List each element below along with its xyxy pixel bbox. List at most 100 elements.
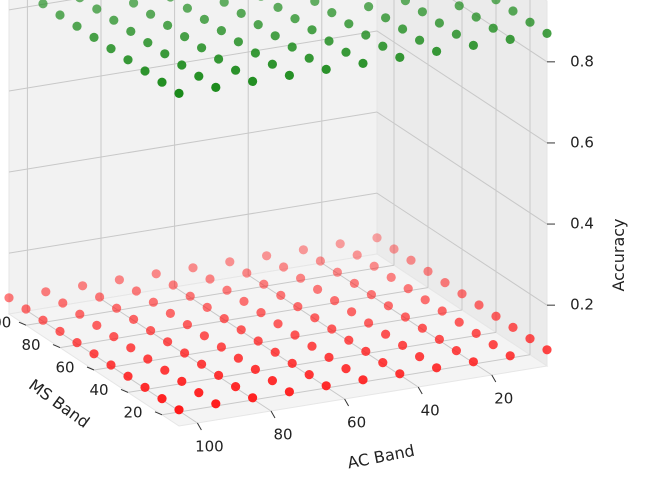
y-tick (154, 411, 163, 416)
red-series-point (403, 284, 413, 294)
z-tick-label: 0.2 (570, 296, 594, 314)
red-series-point (197, 359, 207, 369)
green-series-point (129, 0, 139, 8)
y-axis-label: MS Band (25, 375, 93, 432)
red-series-point (58, 298, 68, 308)
red-series-point (383, 301, 393, 311)
red-series-point (406, 255, 416, 265)
green-series-point (180, 31, 190, 42)
red-series-point (140, 382, 150, 392)
green-series-point (417, 7, 427, 17)
green-series-point (454, 1, 464, 11)
z-grid-side (376, 111, 548, 225)
red-series-point (21, 304, 31, 314)
red-series-point (395, 369, 405, 379)
red-series-point (180, 348, 190, 358)
red-series-point (41, 287, 51, 297)
red-series-point (131, 286, 141, 296)
red-series-point (174, 405, 184, 415)
red-series-point (474, 300, 484, 310)
green-series-point (364, 2, 374, 12)
red-series-point (468, 357, 478, 367)
red-series-point (182, 320, 192, 330)
red-series-point (369, 261, 379, 271)
red-series-point (313, 284, 323, 294)
red-series-point (293, 302, 303, 312)
axes-panes (7, 0, 549, 427)
red-series-point (488, 340, 498, 350)
green-series-point (310, 0, 320, 6)
red-series-point (248, 393, 258, 403)
red-series-point (148, 297, 158, 307)
red-series-point (256, 308, 266, 318)
green-series-point (398, 24, 408, 34)
green-series-point (344, 19, 354, 29)
green-series-point (197, 43, 207, 53)
y-tick (120, 388, 129, 393)
red-series-point (146, 326, 156, 336)
y-tick-label: 60 (55, 359, 74, 377)
green-series-point (287, 42, 297, 52)
green-series-point (321, 64, 331, 74)
red-series-point (284, 387, 294, 397)
red-series-point (327, 324, 337, 334)
red-series-point (352, 250, 362, 260)
red-series-point (216, 342, 226, 352)
y-tick-label: 80 (21, 336, 40, 354)
green-series-point (415, 35, 425, 45)
y-grid-floor (59, 287, 429, 349)
green-series-point (92, 4, 102, 14)
green-series-point (434, 18, 444, 28)
green-series-point (358, 58, 368, 68)
green-series-point (488, 23, 498, 33)
green-series-point (508, 6, 518, 16)
red-series-point (471, 328, 481, 338)
x-tick (491, 374, 497, 383)
y-tick-label: 20 (123, 403, 142, 421)
z-tick-label: 0.6 (570, 133, 594, 151)
red-series-point (112, 303, 122, 313)
green-series-point (194, 71, 204, 81)
red-series-point (202, 302, 212, 312)
green-series-point (258, 0, 264, 1)
y-tick (86, 366, 95, 371)
red-series-point (310, 313, 320, 323)
x-tick-label: 100 (195, 438, 224, 456)
green-series-point (199, 14, 209, 24)
red-series-point (542, 345, 552, 355)
red-series-point (437, 306, 447, 316)
green-series-point (248, 76, 258, 86)
red-series-point (231, 382, 241, 392)
red-series-point (423, 266, 433, 276)
red-series-point (4, 293, 14, 303)
red-series-point (239, 296, 249, 306)
green-series-point (146, 9, 156, 19)
red-series-point (454, 317, 464, 327)
red-series-point (358, 375, 368, 385)
red-series-point (160, 365, 170, 375)
red-series-point (262, 251, 272, 261)
green-series-point (72, 21, 82, 31)
red-series-point (143, 354, 153, 364)
red-series-point (304, 370, 314, 380)
green-series-point (214, 54, 224, 64)
red-series-point (434, 334, 444, 344)
red-series-point (341, 364, 351, 374)
red-series-point (457, 289, 467, 299)
x-tick-label: 20 (494, 390, 513, 408)
z-grid-back (8, 111, 378, 173)
red-series-point (114, 275, 124, 285)
red-series-point (432, 363, 442, 373)
red-series-point (89, 349, 99, 359)
red-series-point (123, 371, 133, 381)
green-series-point (182, 3, 192, 13)
green-series-point (381, 13, 391, 23)
red-series-point (253, 336, 263, 346)
z-grid-side (376, 30, 548, 144)
green-series-point (109, 15, 119, 25)
red-series-point (344, 335, 354, 345)
red-series-point (321, 381, 331, 391)
green-series-point (160, 49, 170, 59)
green-series-point (236, 8, 246, 18)
red-series-point (389, 244, 399, 254)
